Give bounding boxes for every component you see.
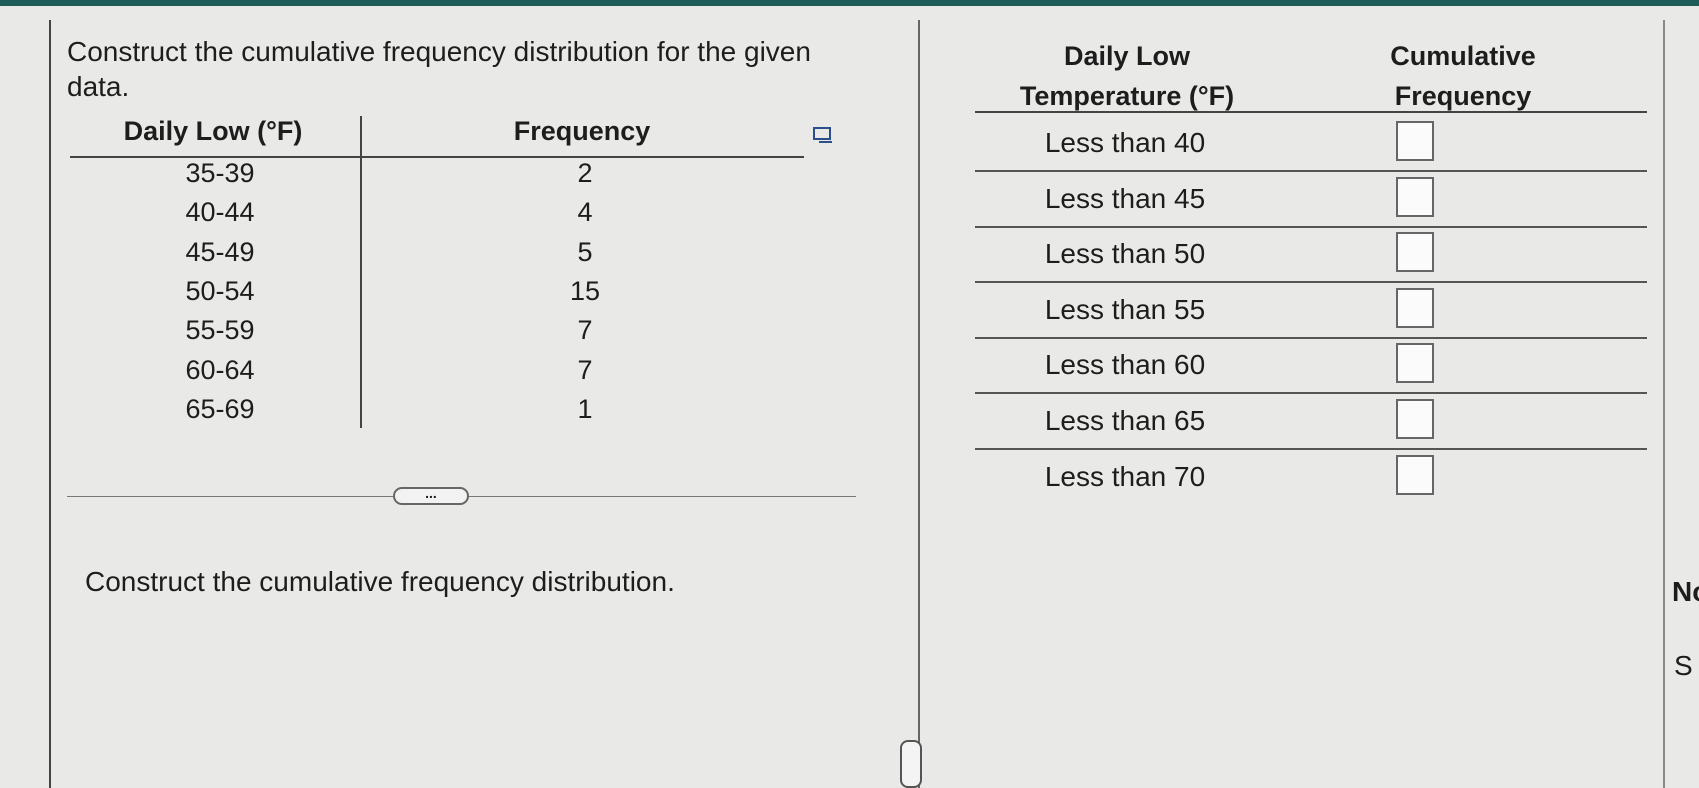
class-cell: 60-64 — [185, 354, 255, 385]
frequency-cell: 4 — [577, 197, 593, 228]
table-header: Frequency — [513, 116, 651, 146]
copy-icon[interactable] — [812, 126, 834, 146]
frequency-cell: 15 — [569, 275, 601, 306]
right-border — [1663, 20, 1665, 788]
frequency-cell: 5 — [577, 236, 593, 267]
answer-input[interactable] — [1396, 121, 1434, 161]
class-cell: 45-49 — [185, 236, 255, 267]
row-label: Less than 70 — [1044, 460, 1206, 492]
frequency-cell: 7 — [577, 315, 593, 346]
frequency-cell: 2 — [577, 158, 593, 188]
row-rule — [975, 170, 1647, 172]
frequency-cell: 7 — [577, 354, 593, 385]
instruction: Construct the cumulative frequency distr… — [85, 566, 675, 597]
top-bar — [0, 0, 1699, 6]
question: Construct the cumulative frequency distr… — [67, 36, 811, 102]
row-label: Less than 65 — [1044, 405, 1206, 436]
row-rule — [975, 336, 1647, 339]
edge-text: S — [1674, 650, 1693, 681]
row-label: Less than 60 — [1044, 349, 1206, 381]
row-label: Less than 45 — [1044, 182, 1206, 214]
header-rule — [975, 111, 1647, 113]
left-border — [49, 20, 51, 788]
row-label: Less than 55 — [1044, 293, 1206, 325]
class-cell: 55-59 — [185, 315, 255, 346]
table-header: Cumulative Frequency — [1390, 41, 1536, 111]
answer-input[interactable] — [1396, 176, 1434, 217]
expand-button[interactable]: ... — [393, 486, 469, 505]
frequency-cell: 1 — [577, 393, 593, 424]
answer-input[interactable] — [1396, 287, 1434, 328]
table-header: Daily Low (°F) — [123, 116, 303, 146]
edge-text: Nc — [1672, 576, 1699, 607]
row-rule — [975, 225, 1647, 228]
class-cell: 35-39 — [185, 158, 255, 188]
answer-input[interactable] — [1396, 454, 1434, 495]
scroll-handle[interactable] — [900, 740, 922, 788]
row-rule — [975, 392, 1647, 395]
row-label: Less than 40 — [1044, 127, 1206, 158]
class-cell: 40-44 — [185, 197, 255, 228]
answer-input[interactable] — [1396, 232, 1434, 273]
row-label: Less than 50 — [1044, 238, 1206, 270]
column-rule — [360, 116, 362, 428]
class-cell: 50-54 — [185, 275, 255, 306]
header-rule — [70, 156, 804, 158]
answer-input[interactable] — [1396, 343, 1434, 384]
panel-divider — [918, 20, 920, 788]
class-cell: 65-69 — [185, 393, 255, 424]
row-rule — [975, 281, 1647, 284]
row-rule — [975, 448, 1647, 450]
table-header: Daily Low Temperature (°F) — [1019, 41, 1235, 111]
answer-input[interactable] — [1396, 399, 1434, 439]
